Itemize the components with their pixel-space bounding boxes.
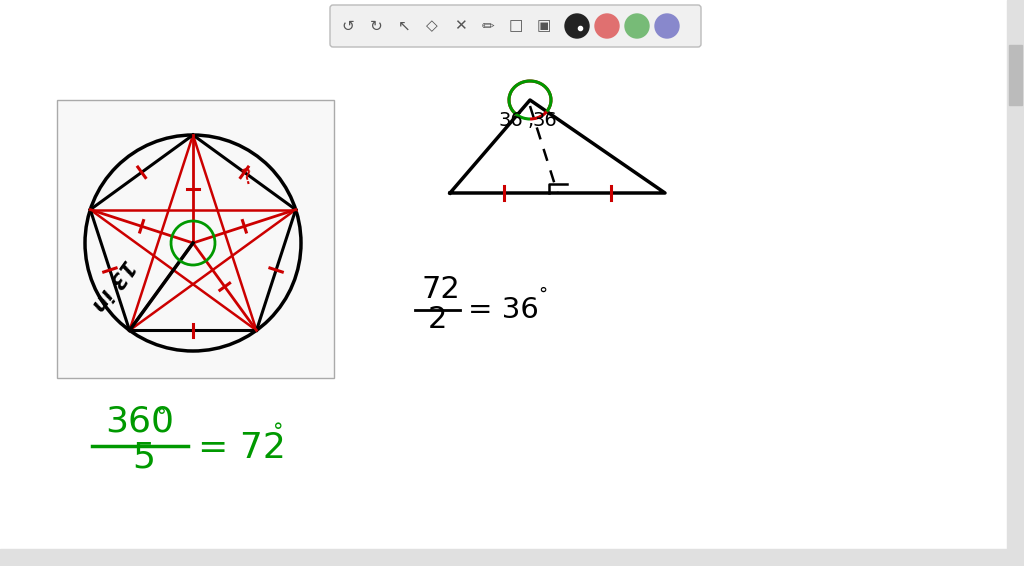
Text: ↻: ↻ (370, 19, 382, 33)
Circle shape (565, 14, 589, 38)
Bar (1007, 0, 1024, 566)
Bar (1009, 45, 1022, 105)
Text: ◇: ◇ (426, 19, 438, 33)
Text: ↺: ↺ (342, 19, 354, 33)
Text: = 36: = 36 (468, 296, 539, 324)
FancyBboxPatch shape (330, 5, 701, 47)
Text: 72: 72 (422, 275, 461, 304)
Text: ,: , (528, 111, 535, 130)
Text: 360: 360 (105, 405, 174, 439)
Circle shape (655, 14, 679, 38)
Circle shape (595, 14, 618, 38)
Text: ✕: ✕ (454, 19, 466, 33)
Text: ✏: ✏ (481, 19, 495, 33)
Text: ↖: ↖ (397, 19, 411, 33)
Text: °: ° (538, 286, 547, 304)
Text: ▣: ▣ (537, 19, 551, 33)
Text: 36: 36 (534, 111, 558, 130)
Text: °: ° (273, 422, 284, 442)
Circle shape (625, 14, 649, 38)
Text: °: ° (156, 407, 166, 426)
Bar (0, 549, 1007, 566)
Text: 13 in: 13 in (87, 256, 138, 315)
Text: = 72: = 72 (198, 431, 286, 465)
Text: □: □ (509, 19, 523, 33)
Text: 5: 5 (132, 441, 155, 475)
Text: 36: 36 (498, 111, 522, 130)
Text: ?: ? (239, 167, 255, 189)
Text: 2: 2 (428, 305, 447, 334)
Bar (57, 100, 334, 378)
